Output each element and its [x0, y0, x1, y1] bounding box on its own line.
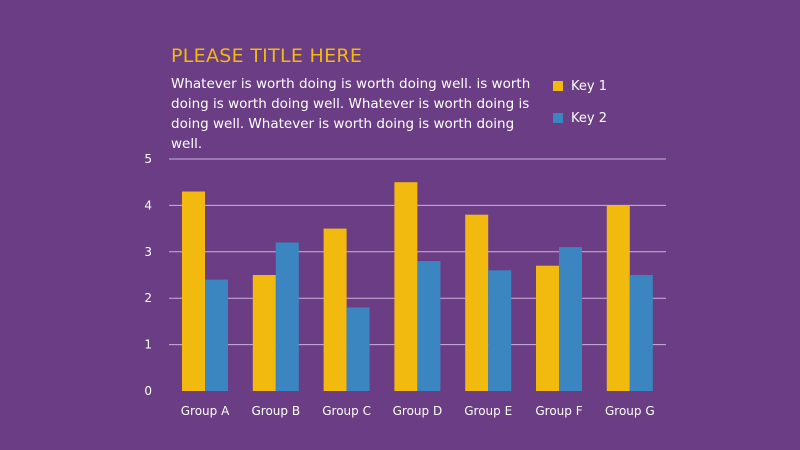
legend-item-key2: Key 2 [553, 108, 607, 128]
x-tick-label: Group A [181, 404, 230, 418]
bar-key1 [394, 182, 418, 391]
x-tick-label: Group E [464, 404, 512, 418]
y-tick-label: 5 [144, 152, 152, 166]
bar-key1 [536, 265, 559, 391]
x-tick-label: Group G [605, 404, 655, 418]
legend-swatch-key1 [553, 81, 563, 91]
x-tick-label: Group B [252, 404, 301, 418]
bar-key2 [205, 279, 228, 391]
bar-key1 [606, 205, 630, 391]
chart-subtitle: Whatever is worth doing is worth doing w… [171, 76, 531, 152]
bar-key1 [323, 228, 347, 391]
bar-key2 [417, 261, 441, 391]
bar-key2 [275, 242, 299, 391]
legend-label-key1: Key 1 [571, 78, 607, 94]
y-tick-label: 3 [144, 245, 152, 259]
legend-swatch-key2 [553, 113, 563, 123]
y-tick-label: 0 [144, 384, 152, 398]
bar-key2 [346, 307, 370, 391]
x-tick-label: Group C [322, 404, 371, 418]
bar-key1 [182, 191, 205, 391]
bar-key2 [488, 270, 512, 391]
legend-item-key1: Key 1 [553, 76, 607, 96]
bar-key1 [465, 214, 489, 391]
x-tick-label: Group D [393, 404, 443, 418]
x-tick-label: Group F [535, 404, 582, 418]
bar-key1 [252, 275, 276, 391]
y-tick-label: 2 [144, 291, 152, 305]
chart-title: PLEASE TITLE HERE [171, 45, 363, 67]
y-tick-label: 4 [144, 198, 152, 212]
bar-key2 [559, 247, 582, 391]
y-tick-label: 1 [144, 338, 152, 352]
bar-key2 [629, 275, 653, 391]
chart-legend: Key 1 Key 2 [553, 76, 607, 140]
legend-label-key2: Key 2 [571, 110, 607, 126]
